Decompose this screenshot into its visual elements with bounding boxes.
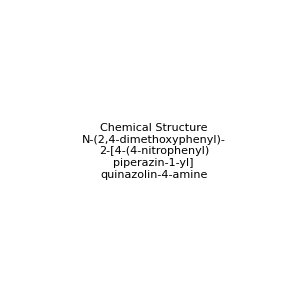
Text: Chemical Structure
N-(2,4-dimethoxyphenyl)-
2-[4-(4-nitrophenyl)
piperazin-1-yl]: Chemical Structure N-(2,4-dimethoxypheny…: [82, 123, 226, 180]
